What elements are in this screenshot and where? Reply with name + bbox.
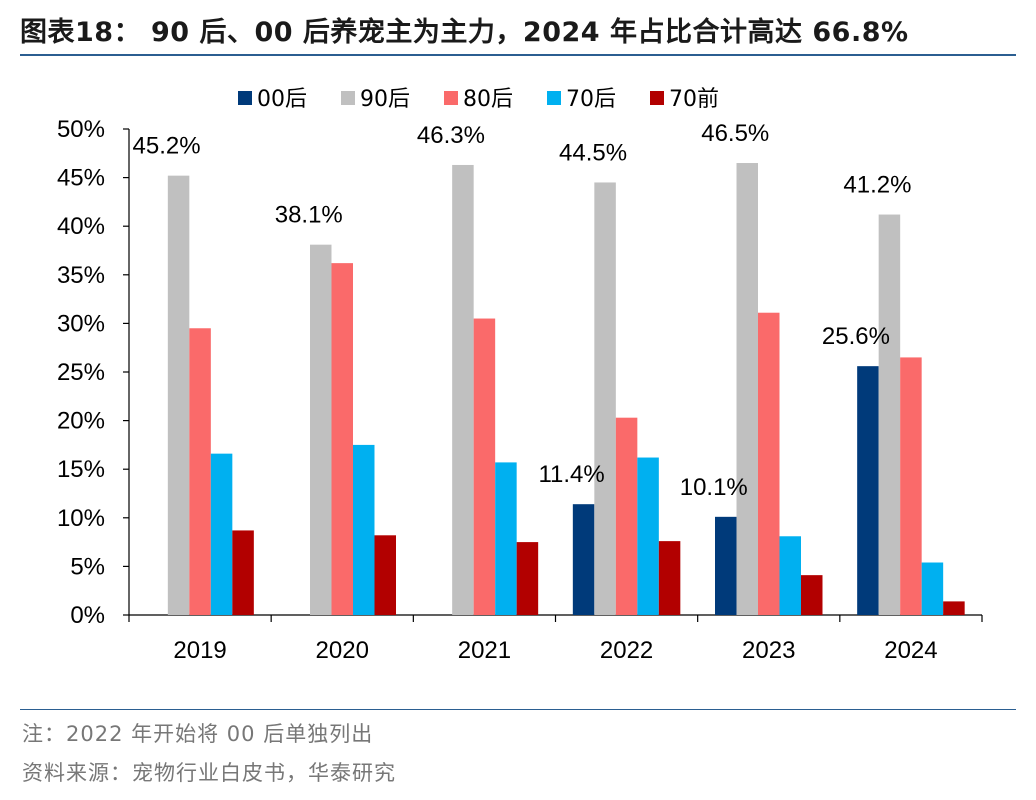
data-label: 46.5% [701, 120, 769, 147]
x-axis: 2019 2020 2021 2022 2023 2024 [128, 614, 983, 664]
data-label: 46.3% [417, 122, 485, 149]
bar-80后-2020 [331, 263, 353, 615]
chart-title: 图表18： 90 后、00 后养宠主为主力，2024 年占比合计高达 66.8% [20, 17, 909, 48]
source-note: 资料来源：宠物行业白皮书，华泰研究 [22, 761, 396, 785]
bar-70前-2023 [801, 575, 823, 615]
bar-90后-2020 [310, 244, 332, 615]
bar-00后-2024 [857, 366, 879, 615]
bar-70后-2023 [779, 536, 801, 615]
legend-swatch [650, 91, 664, 105]
bar-00后-2023 [715, 516, 737, 615]
bar-80后-2021 [473, 318, 496, 615]
legend-label: 70前 [669, 87, 719, 112]
x-tick-label: 2020 [316, 637, 369, 664]
bar-80后-2023 [758, 312, 780, 615]
y-tick-label: 40% [57, 213, 105, 240]
y-tick-label: 5% [70, 553, 105, 580]
bar-90后-2019 [167, 175, 190, 615]
x-tick-label: 2022 [600, 637, 653, 664]
y-tick-label: 20% [57, 408, 105, 435]
x-tick-label: 2024 [884, 637, 937, 664]
bar-90后-2024 [878, 214, 901, 615]
legend-swatch [341, 91, 355, 105]
y-tick-label: 30% [57, 310, 105, 337]
legend-swatch [444, 91, 458, 105]
bar-90后-2022 [594, 182, 616, 615]
data-label: 25.6% [822, 323, 890, 350]
bar-chart: 00后 90后 80后 70后 70前 0% 5% 10% 15% 20% 25% 30% 35% 40… [57, 87, 983, 664]
legend-label: 00后 [257, 87, 307, 112]
y-tick-label: 25% [57, 359, 105, 386]
data-label: 38.1% [275, 202, 343, 229]
bar-70前-2020 [374, 535, 396, 615]
x-tick-label: 2021 [458, 637, 511, 664]
bar-70后-2020 [353, 444, 375, 615]
data-labels: 45.2% 38.1% 46.3% 44.5% 46.5% 41.2% 11.4% 10.1%… [133, 120, 912, 501]
bar-70前-2019 [232, 530, 254, 615]
bar-70后-2022 [637, 457, 659, 615]
x-tick-label: 2023 [742, 637, 795, 664]
bar-90后-2021 [452, 164, 474, 616]
bar-70前-2024 [943, 601, 965, 615]
title-divider [20, 54, 1016, 56]
legend-label: 90后 [360, 87, 410, 112]
y-tick-label: 35% [57, 262, 105, 289]
y-tick-label: 45% [57, 165, 105, 192]
y-tick-label: 50% [57, 116, 105, 143]
y-tick-label: 0% [70, 602, 105, 629]
bar-90后-2023 [736, 163, 758, 615]
bar-80后-2019 [189, 328, 211, 615]
legend: 00后 90后 80后 70后 70前 [238, 87, 719, 112]
footer-divider [20, 709, 1016, 710]
data-label: 44.5% [559, 139, 627, 166]
legend-label: 70后 [566, 87, 616, 112]
bar-70后-2024 [921, 562, 944, 615]
data-label: 11.4% [538, 461, 604, 488]
legend-swatch [238, 91, 252, 105]
y-axis: 0% 5% 10% 15% 20% 25% 30% 35% 40% 45% 50% [57, 116, 130, 629]
x-tick-label: 2019 [173, 637, 226, 664]
bar-70后-2021 [495, 462, 517, 615]
bar-00后-2022 [572, 504, 595, 615]
bar-80后-2022 [615, 417, 638, 615]
bar-80后-2024 [900, 357, 922, 615]
data-label: 45.2% [133, 133, 201, 160]
bars [167, 163, 965, 616]
footnote: 注：2022 年开始将 00 后单独列出 [22, 722, 374, 746]
data-label: 41.2% [843, 172, 911, 199]
bar-70后-2019 [210, 453, 233, 615]
y-tick-label: 15% [57, 456, 105, 483]
data-label: 10.1% [680, 474, 748, 501]
y-tick-label: 10% [57, 505, 105, 532]
bar-70前-2022 [658, 541, 681, 615]
bar-70前-2021 [516, 542, 539, 615]
legend-swatch [547, 91, 561, 105]
legend-label: 80后 [463, 87, 513, 112]
